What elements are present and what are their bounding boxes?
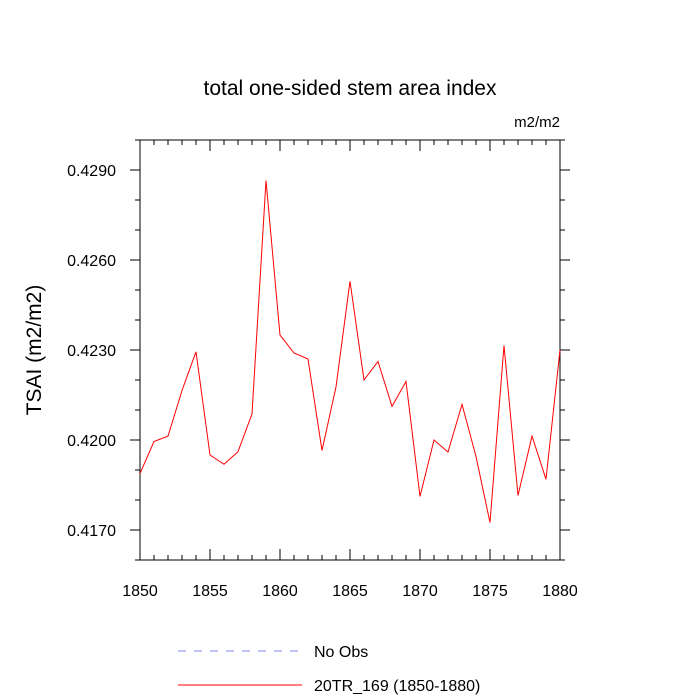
x-tick-label: 1860 (262, 583, 298, 600)
x-tick-label: 1855 (192, 583, 228, 600)
y-tick-label: 0.4260 (67, 253, 116, 270)
x-tick-label: 1875 (472, 583, 508, 600)
y-tick-label: 0.4230 (67, 343, 116, 360)
x-tick-label: 1865 (332, 583, 368, 600)
legend: No Obs 20TR_169 (1850-1880) (178, 644, 480, 695)
plot-frame (139, 139, 561, 561)
chart-title: total one-sided stem area index (203, 77, 497, 100)
legend-label: 20TR_169 (1850-1880) (314, 678, 480, 695)
x-tick-label: 1850 (122, 583, 158, 600)
y-tick-label: 0.4290 (67, 163, 116, 180)
legend-label: No Obs (314, 644, 368, 661)
x-tick-label: 1870 (402, 583, 438, 600)
y-axis-label: TSAI (m2/m2) (23, 285, 46, 416)
x-tick-label: 1880 (542, 583, 578, 600)
y-tick-label: 0.4200 (67, 433, 116, 450)
series-line (139, 180, 561, 523)
units-label: m2/m2 (514, 114, 560, 131)
y-tick-label: 0.4170 (67, 523, 116, 540)
axis-tick-labels: 1850 1855 1860 1865 1870 1875 1880 0.4170 0.4200… (67, 163, 578, 600)
axis-ticks (130, 139, 570, 561)
series-lines (139, 180, 561, 523)
